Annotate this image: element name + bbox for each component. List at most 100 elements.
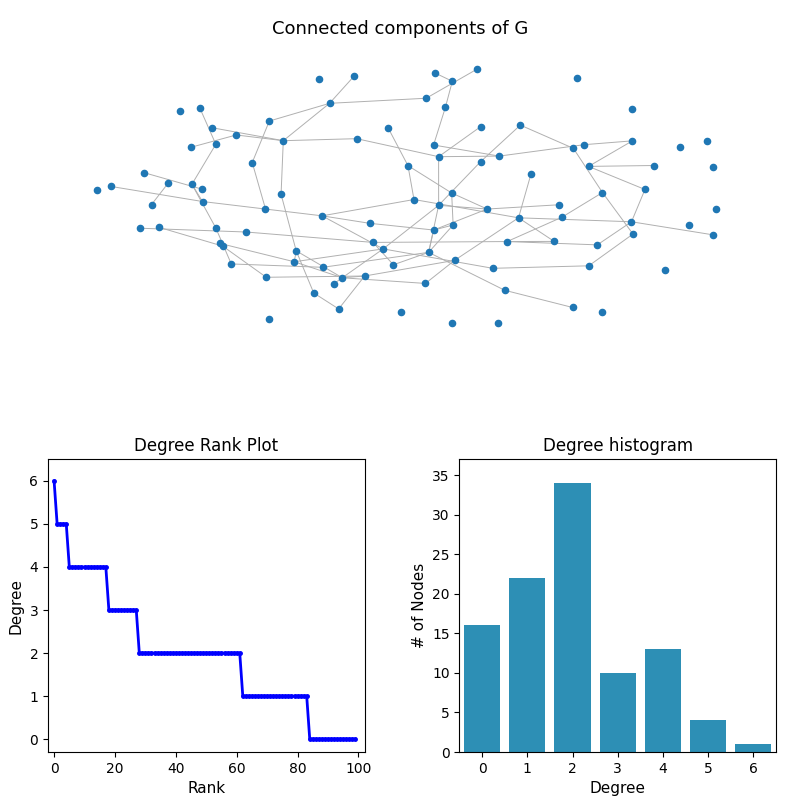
- Point: [514, 118, 526, 131]
- Point: [230, 129, 242, 142]
- Point: [567, 142, 580, 154]
- Point: [710, 202, 722, 215]
- Point: [105, 180, 118, 193]
- Point: [382, 121, 394, 134]
- Point: [263, 114, 276, 127]
- Point: [394, 306, 407, 318]
- Point: [195, 182, 208, 195]
- Point: [582, 160, 595, 173]
- X-axis label: Rank: Rank: [187, 782, 226, 796]
- Point: [595, 306, 608, 318]
- Point: [501, 235, 514, 248]
- Point: [446, 186, 458, 199]
- Point: [90, 184, 103, 197]
- Point: [263, 313, 276, 326]
- Point: [626, 102, 638, 115]
- Point: [446, 75, 458, 88]
- Title: Degree histogram: Degree histogram: [542, 437, 693, 455]
- Point: [682, 218, 695, 231]
- Point: [246, 156, 258, 169]
- Point: [216, 240, 229, 253]
- Point: [427, 224, 440, 237]
- X-axis label: Degree: Degree: [590, 782, 646, 796]
- Point: [162, 177, 174, 190]
- Point: [578, 138, 590, 151]
- Point: [153, 221, 166, 234]
- Point: [323, 97, 336, 110]
- Point: [701, 134, 714, 147]
- Point: [196, 195, 209, 208]
- Bar: [735, 744, 771, 752]
- Point: [448, 254, 461, 266]
- Point: [260, 271, 273, 284]
- Bar: [690, 720, 726, 752]
- Point: [210, 222, 222, 234]
- Point: [596, 186, 609, 199]
- Point: [259, 202, 272, 215]
- Point: [145, 198, 158, 211]
- Point: [474, 120, 487, 133]
- Point: [316, 210, 329, 222]
- Point: [137, 166, 150, 179]
- Text: Connected components of G: Connected components of G: [272, 20, 528, 38]
- Bar: [510, 578, 546, 752]
- Point: [706, 160, 719, 173]
- Point: [446, 218, 459, 231]
- Point: [328, 277, 341, 290]
- Point: [570, 71, 583, 84]
- Point: [336, 271, 349, 284]
- Point: [486, 262, 499, 274]
- Point: [387, 258, 400, 271]
- Point: [210, 138, 222, 150]
- Point: [419, 277, 432, 290]
- Point: [582, 259, 595, 272]
- Point: [566, 301, 579, 314]
- Point: [626, 134, 639, 147]
- Point: [548, 235, 561, 248]
- Point: [363, 217, 376, 230]
- Title: Degree Rank Plot: Degree Rank Plot: [134, 437, 278, 455]
- Point: [498, 284, 511, 297]
- Point: [332, 302, 345, 315]
- Point: [225, 258, 238, 270]
- Point: [347, 70, 360, 82]
- Point: [240, 226, 253, 238]
- Point: [377, 242, 390, 255]
- Point: [174, 105, 186, 118]
- Point: [626, 228, 639, 241]
- Point: [446, 316, 458, 329]
- Point: [591, 238, 604, 251]
- Point: [555, 211, 568, 224]
- Point: [439, 101, 452, 114]
- Point: [205, 122, 218, 134]
- Bar: [554, 483, 590, 752]
- Point: [288, 255, 301, 268]
- Point: [481, 202, 494, 215]
- Point: [194, 102, 206, 114]
- Point: [470, 63, 483, 76]
- Point: [420, 92, 433, 105]
- Point: [659, 263, 672, 276]
- Point: [625, 215, 638, 228]
- Point: [493, 150, 506, 162]
- Point: [277, 134, 290, 147]
- Point: [674, 140, 686, 153]
- Point: [290, 245, 302, 258]
- Point: [313, 73, 326, 86]
- Point: [432, 199, 445, 212]
- Point: [525, 168, 538, 181]
- Point: [407, 193, 420, 206]
- Point: [512, 211, 525, 224]
- Point: [307, 286, 320, 299]
- Point: [316, 261, 329, 274]
- Point: [706, 229, 719, 242]
- Point: [427, 138, 440, 151]
- Y-axis label: # of Nodes: # of Nodes: [411, 563, 426, 648]
- Point: [350, 132, 363, 145]
- Point: [491, 317, 504, 330]
- Point: [432, 150, 445, 163]
- Point: [553, 198, 566, 211]
- Point: [402, 159, 414, 172]
- Bar: [645, 650, 681, 752]
- Point: [429, 66, 442, 79]
